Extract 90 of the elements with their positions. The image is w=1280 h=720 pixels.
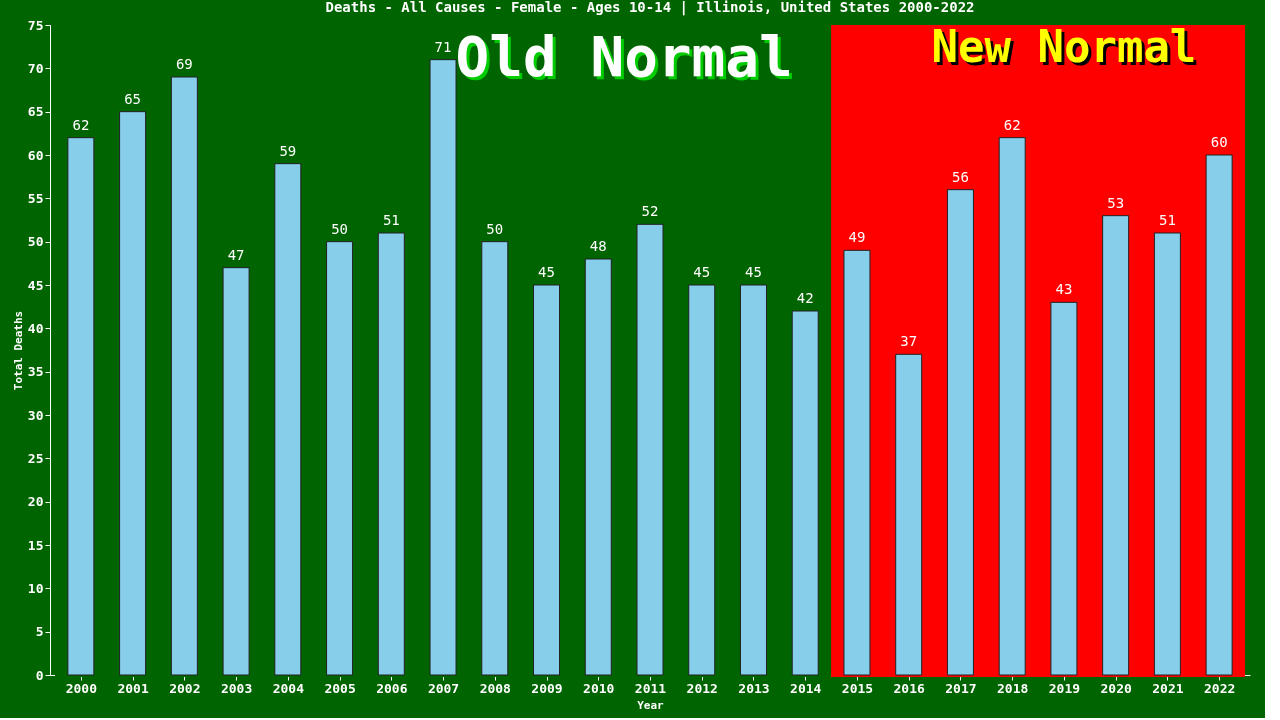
x-tick-label: 2011 bbox=[634, 680, 667, 696]
y-tick-label: 50 bbox=[27, 234, 44, 250]
x-tick-label: 2016 bbox=[893, 680, 926, 696]
band-label: Old Normal bbox=[455, 24, 793, 89]
bar bbox=[1153, 232, 1181, 676]
bar bbox=[119, 111, 147, 676]
x-tick-label: 2006 bbox=[376, 680, 408, 696]
y-tick-label: 5 bbox=[35, 624, 44, 640]
y-axis-title: Total Deaths bbox=[11, 310, 25, 391]
y-tick-label: 30 bbox=[27, 407, 44, 423]
bar bbox=[1050, 301, 1078, 676]
y-tick-label: 0 bbox=[35, 667, 44, 683]
data-label: 69 bbox=[175, 56, 193, 72]
data-label: 43 bbox=[1055, 281, 1073, 298]
y-tick-label: 70 bbox=[27, 60, 44, 76]
x-tick-label: 2003 bbox=[220, 680, 253, 696]
bar bbox=[429, 59, 457, 676]
data-label: 62 bbox=[1003, 116, 1021, 133]
data-label: 47 bbox=[227, 246, 245, 263]
data-label: 45 bbox=[538, 264, 555, 280]
y-tick-label: 40 bbox=[27, 320, 44, 336]
x-tick-label: 2020 bbox=[1100, 680, 1132, 696]
x-tick-label: 2022 bbox=[1203, 680, 1236, 696]
x-tick-label: 2010 bbox=[583, 680, 615, 696]
bar bbox=[377, 232, 405, 676]
y-tick-label: 55 bbox=[27, 190, 44, 206]
bar bbox=[636, 223, 664, 676]
y-tick-label: 35 bbox=[27, 364, 44, 380]
bar bbox=[533, 284, 561, 676]
x-tick-label: 2008 bbox=[479, 680, 512, 696]
bar bbox=[843, 249, 871, 676]
bar bbox=[998, 137, 1026, 676]
bar bbox=[1102, 215, 1130, 676]
bar bbox=[274, 163, 302, 676]
x-tick-label: 2015 bbox=[841, 680, 874, 696]
bar bbox=[67, 137, 95, 676]
y-tick-label: 60 bbox=[27, 147, 44, 163]
x-tick-label: 2005 bbox=[324, 680, 356, 696]
data-label: 50 bbox=[486, 220, 504, 237]
data-label: 56 bbox=[952, 168, 969, 185]
x-axis-title: Year bbox=[637, 698, 665, 712]
data-label: 65 bbox=[124, 90, 142, 107]
data-label: 48 bbox=[589, 238, 607, 254]
data-label: 45 bbox=[693, 264, 711, 280]
x-tick-label: 2000 bbox=[65, 680, 98, 696]
chart-title: Deaths - All Causes - Female - Ages 10-14 | Illinois, United States 2000-2022 bbox=[325, 0, 975, 16]
y-tick-label: 45 bbox=[27, 277, 44, 293]
bar bbox=[584, 258, 612, 676]
x-tick-label: 2009 bbox=[531, 680, 563, 696]
x-tick-label: 2002 bbox=[169, 680, 201, 696]
y-tick-label: 65 bbox=[27, 104, 44, 120]
bar bbox=[170, 76, 198, 676]
data-label: 59 bbox=[279, 142, 297, 159]
x-tick-label: 2021 bbox=[1152, 680, 1184, 696]
bar bbox=[326, 241, 354, 676]
bar bbox=[946, 189, 974, 676]
data-label: 51 bbox=[1158, 212, 1176, 228]
x-tick-label: 2012 bbox=[686, 680, 718, 696]
y-tick-label: 15 bbox=[27, 537, 44, 553]
bar bbox=[481, 241, 509, 676]
data-label: 37 bbox=[900, 333, 918, 350]
data-label: 51 bbox=[382, 212, 400, 228]
bar bbox=[1205, 154, 1233, 676]
data-label: 71 bbox=[434, 38, 452, 55]
y-tick-label: 75 bbox=[27, 17, 44, 33]
bar bbox=[895, 353, 923, 676]
bar bbox=[688, 284, 716, 676]
data-label: 49 bbox=[848, 229, 866, 246]
data-label: 53 bbox=[1107, 194, 1125, 211]
data-label: 62 bbox=[72, 116, 90, 133]
y-tick-label: 10 bbox=[27, 580, 44, 596]
bar bbox=[222, 267, 250, 676]
y-tick-label: 20 bbox=[27, 494, 44, 510]
x-tick-label: 2019 bbox=[1048, 680, 1081, 696]
band-label: New Normal bbox=[934, 24, 1200, 75]
data-label: 45 bbox=[745, 264, 762, 280]
x-tick-label: 2007 bbox=[427, 680, 460, 696]
x-tick-label: 2001 bbox=[117, 680, 149, 696]
x-tick-label: 2018 bbox=[997, 680, 1029, 696]
data-label: 50 bbox=[331, 220, 348, 237]
data-label: 60 bbox=[1210, 134, 1228, 150]
x-tick-label: 2004 bbox=[272, 680, 305, 696]
x-tick-label: 2013 bbox=[738, 680, 770, 696]
bar bbox=[791, 310, 819, 676]
data-label: 52 bbox=[641, 203, 659, 220]
x-tick-label: 2014 bbox=[790, 680, 822, 696]
data-label: 42 bbox=[796, 290, 814, 306]
x-tick-label: 2017 bbox=[945, 680, 977, 696]
bar bbox=[739, 284, 767, 676]
y-tick-label: 25 bbox=[27, 450, 44, 466]
